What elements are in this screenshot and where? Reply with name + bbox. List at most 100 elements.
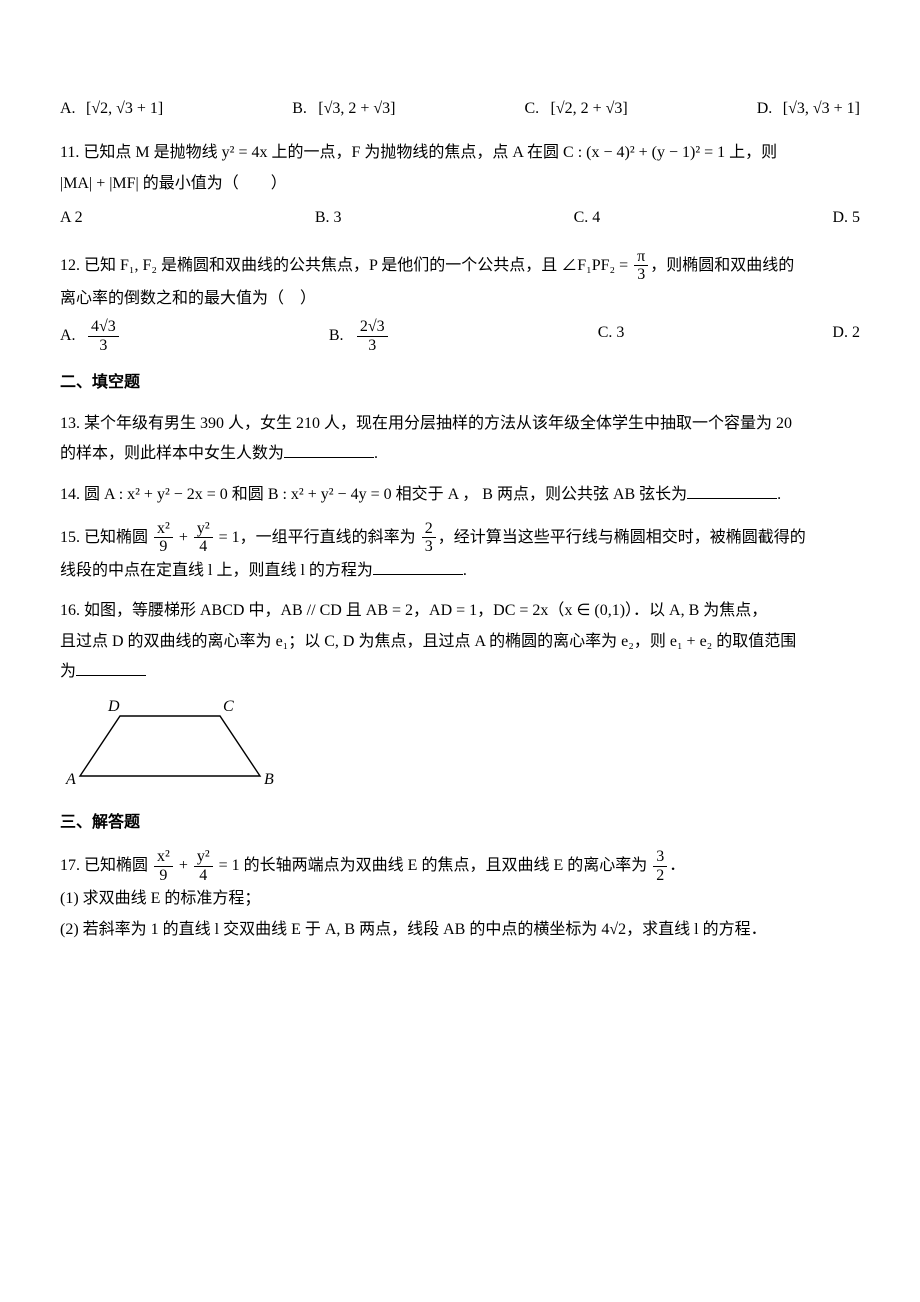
q15-n2: y²: [194, 520, 213, 539]
q17-line1: 17. 已知椭圆 x²9 + y²4 = 1 的长轴两端点为双曲线 E 的焦点，…: [60, 848, 860, 884]
q14-b: 和圆: [228, 486, 268, 503]
q12-mid2: ，则椭圆和双曲线的: [650, 256, 794, 273]
option-c: C. [√2, 2 + √3]: [525, 94, 628, 124]
q14-a: 14. 圆: [60, 486, 104, 503]
q15-eq1: = 1: [215, 529, 240, 546]
label-A: A: [65, 771, 76, 788]
q11-line1: 11. 已知点 M 是抛物线 y² = 4x 上的一点，F 为抛物线的焦点，点 …: [60, 138, 860, 168]
q12-opt-a: A. 4√33: [60, 318, 121, 354]
q12-line2: 离心率的倒数之和的最大值为（ ）: [60, 284, 860, 314]
q17-p2b: ，求直线 l 的方程．: [626, 921, 766, 938]
q14-d: .: [777, 486, 781, 503]
q15-a: 15. 已知椭圆: [60, 529, 152, 546]
q12-b-frac: 2√33: [357, 318, 388, 354]
q15-n1: x²: [154, 520, 173, 539]
q16-b: ）．以 A, B 为焦点，: [625, 602, 767, 619]
q11-opt-a: A 2: [60, 203, 83, 233]
q12-a-num: 4√3: [88, 318, 119, 337]
q11-mid1: 上的一点，F 为抛物线的焦点，点 A 在圆: [267, 144, 563, 161]
q16-a: 16. 如图，等腰梯形 ABCD 中，AB // CD 且 AB = 2，AD …: [60, 602, 564, 619]
q12-b-label: B.: [329, 321, 351, 351]
q12-f1f2: F₁, F₂: [120, 256, 157, 273]
q17-plus: +: [175, 857, 192, 874]
q16-l2a: 且过点 D 的双曲线的离心率为: [60, 633, 276, 650]
q11-abs: |MA| + |MF|: [60, 175, 139, 192]
q12-options-row: A. 4√33 B. 2√33 C. 3 D. 2: [60, 318, 860, 354]
q12-pre: 12. 已知: [60, 256, 120, 273]
option-a: A. [√2, √3 + 1]: [60, 94, 163, 124]
q12-b-den: 3: [357, 337, 388, 355]
q16-l2b: ；以 C, D 为焦点，且过点 A 的椭圆的离心率为: [288, 633, 621, 650]
blank-14: [687, 483, 777, 498]
q17-part1: (1) 求双曲线 E 的标准方程；: [60, 884, 860, 914]
option-b: B. [√3, 2 + √3]: [292, 94, 395, 124]
q16-l3: 为: [60, 663, 76, 680]
question-12: 12. 已知 F₁, F₂ 是椭圆和双曲线的公共焦点，P 是他们的一个公共点，且…: [60, 248, 860, 355]
q12-b-num: 2√3: [357, 318, 388, 337]
opt-d-label: D.: [757, 94, 779, 124]
q11-eq1: y² = 4x: [222, 144, 268, 161]
q15-kn: 2: [422, 520, 436, 539]
opt-a-expr: [√2, √3 + 1]: [86, 100, 163, 117]
q12-a-den: 3: [88, 337, 119, 355]
opt-c-expr: [√2, 2 + √3]: [551, 100, 628, 117]
q15-line1: 15. 已知椭圆 x²9 + y²4 = 1，一组平行直线的斜率为 23，经计算…: [60, 520, 860, 556]
q17-c: ．: [669, 857, 685, 874]
q15-frac1: x²9: [154, 520, 173, 556]
question-13: 13. 某个年级有男生 390 人，女生 210 人，现在用分层抽样的方法从该年…: [60, 409, 860, 470]
q15-d1: 9: [154, 538, 173, 556]
q17-n2: y²: [194, 848, 213, 867]
question-14: 14. 圆 A : x² + y² − 2x = 0 和圆 B : x² + y…: [60, 480, 860, 510]
q17-d1: 9: [154, 867, 173, 885]
q17-ed: 2: [653, 867, 667, 885]
question-11: 11. 已知点 M 是抛物线 y² = 4x 上的一点，F 为抛物线的焦点，点 …: [60, 138, 860, 233]
q17-eq1: = 1: [215, 857, 240, 874]
q16-xin: x ∈ (0,1): [564, 602, 625, 619]
q15-line2: 线段的中点在定直线 l 上，则直线 l 的方程为.: [60, 556, 860, 586]
q15-l2a: 线段的中点在定直线 l 上，则直线 l 的方程为: [60, 562, 373, 579]
q12-3: 3: [634, 266, 648, 284]
label-D: D: [107, 698, 120, 715]
opt-c-label: C.: [525, 94, 547, 124]
q12-opt-b: B. 2√33: [329, 318, 390, 354]
q14-c: 相交于 A ， B 两点，则公共弦 AB 弦长为: [392, 486, 688, 503]
q11-pre: 11. 已知点 M 是抛物线: [60, 144, 222, 161]
opt-d-expr: [√3, √3 + 1]: [783, 100, 860, 117]
q15-c: ，经计算当这些平行线与椭圆相交时，被椭圆截得的: [438, 529, 806, 546]
q16-line2: 且过点 D 的双曲线的离心率为 e₁；以 C, D 为焦点，且过点 A 的椭圆的…: [60, 627, 860, 657]
q17-b: 的长轴两端点为双曲线 E 的焦点，且双曲线 E 的离心率为: [240, 857, 652, 874]
q12-pi-over-3: π3: [634, 248, 648, 284]
q10-options-row: A. [√2, √3 + 1] B. [√3, 2 + √3] C. [√2, …: [60, 94, 860, 124]
option-d: D. [√3, √3 + 1]: [757, 94, 860, 124]
q12-a-label: A.: [60, 321, 82, 351]
opt-a-label: A.: [60, 94, 82, 124]
question-15: 15. 已知椭圆 x²9 + y²4 = 1，一组平行直线的斜率为 23，经计算…: [60, 520, 860, 587]
q17-n1: x²: [154, 848, 173, 867]
trapezoid-figure: A B C D: [60, 696, 290, 796]
q12-opt-c: C. 3: [598, 318, 625, 354]
q12-a-frac: 4√33: [88, 318, 119, 354]
opt-b-label: B.: [292, 94, 314, 124]
blank-16: [76, 661, 146, 676]
q11-eq2: C : (x − 4)² + (y − 1)² = 1: [563, 144, 725, 161]
blank-13: [284, 443, 374, 458]
q15-l2b: .: [463, 562, 467, 579]
q11-mid2: 上，则: [725, 144, 777, 161]
section-2-title: 二、填空题: [60, 368, 860, 398]
q17-part2: (2) 若斜率为 1 的直线 l 交双曲线 E 于 A, B 两点，线段 AB …: [60, 915, 860, 945]
question-16: 16. 如图，等腰梯形 ABCD 中，AB // CD 且 AB = 2，AD …: [60, 596, 860, 795]
q17-frac1: x²9: [154, 848, 173, 884]
opt-b-expr: [√3, 2 + √3]: [318, 100, 395, 117]
q13-l2a: 的样本，则此样本中女生人数为: [60, 445, 284, 462]
q15-kd: 3: [422, 538, 436, 556]
q14-eqA: A : x² + y² − 2x = 0: [104, 486, 228, 503]
q15-b: ，一组平行直线的斜率为: [240, 529, 420, 546]
q11-opt-d: D. 5: [832, 203, 860, 233]
q15-frac2: y²4: [194, 520, 213, 556]
q12-line1: 12. 已知 F₁, F₂ 是椭圆和双曲线的公共焦点，P 是他们的一个公共点，且…: [60, 248, 860, 284]
q13-line1: 13. 某个年级有男生 390 人，女生 210 人，现在用分层抽样的方法从该年…: [60, 409, 860, 439]
q17-en: 3: [653, 848, 667, 867]
label-B: B: [264, 771, 274, 788]
q11-line2: |MA| + |MF| 的最小值为（ ）: [60, 169, 860, 199]
q17-ecc: 32: [653, 848, 667, 884]
